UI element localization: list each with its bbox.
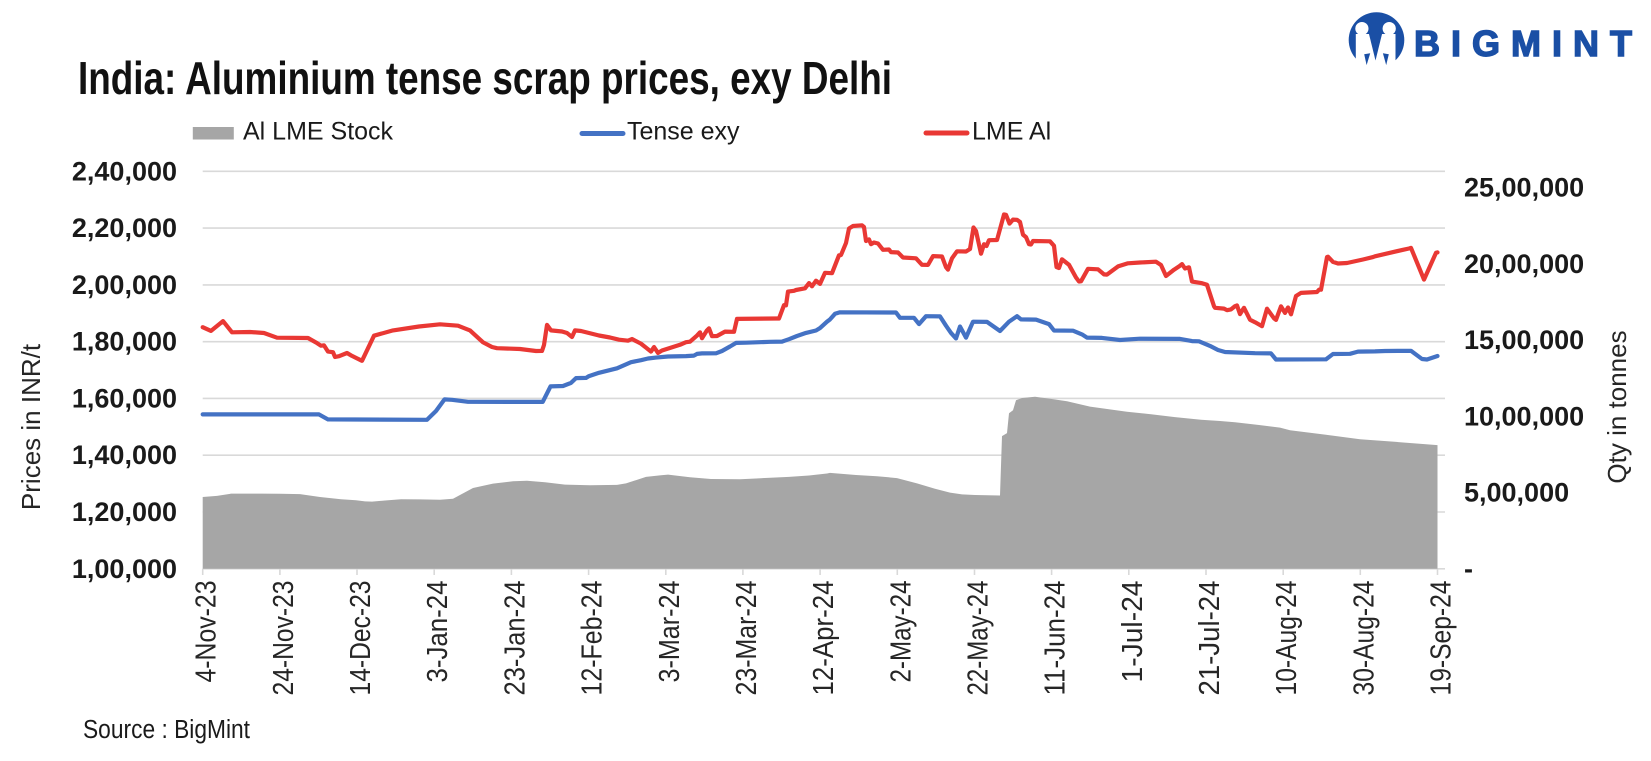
svg-text:2,20,000: 2,20,000 <box>72 213 177 243</box>
svg-text:1,80,000: 1,80,000 <box>72 327 177 357</box>
svg-text:23-Jan-24: 23-Jan-24 <box>499 580 531 695</box>
svg-text:3-Jan-24: 3-Jan-24 <box>422 580 454 682</box>
svg-text:LME Al: LME Al <box>972 118 1051 146</box>
svg-text:5,00,000: 5,00,000 <box>1464 478 1569 508</box>
svg-text:-: - <box>1464 554 1473 584</box>
svg-text:Tense exy: Tense exy <box>627 118 740 146</box>
svg-text:21-Jul-24: 21-Jul-24 <box>1194 580 1226 695</box>
svg-text:24-Nov-23: 24-Nov-23 <box>268 581 300 696</box>
svg-text:23-Mar-24: 23-Mar-24 <box>731 580 763 695</box>
svg-text:Source : BigMint: Source : BigMint <box>83 716 250 744</box>
svg-text:Qty in tonnes: Qty in tonnes <box>1602 330 1632 483</box>
svg-text:1,00,000: 1,00,000 <box>72 554 177 584</box>
svg-text:4-Nov-23: 4-Nov-23 <box>191 581 223 683</box>
svg-text:10-Aug-24: 10-Aug-24 <box>1271 580 1303 695</box>
svg-text:10,00,000: 10,00,000 <box>1464 401 1584 431</box>
svg-text:15,00,000: 15,00,000 <box>1464 325 1584 355</box>
svg-text:BIGMINT: BIGMINT <box>1414 23 1643 64</box>
svg-text:20,00,000: 20,00,000 <box>1464 249 1584 279</box>
svg-text:3-Mar-24: 3-Mar-24 <box>654 580 686 682</box>
svg-text:Prices in INR/t: Prices in INR/t <box>16 343 46 510</box>
svg-text:22-May-24: 22-May-24 <box>963 580 995 695</box>
svg-text:1-Jul-24: 1-Jul-24 <box>1117 580 1149 682</box>
svg-text:14-Dec-23: 14-Dec-23 <box>345 581 377 696</box>
svg-text:12-Apr-24: 12-Apr-24 <box>808 580 840 695</box>
svg-text:25,00,000: 25,00,000 <box>1464 173 1584 203</box>
svg-text:30-Aug-24: 30-Aug-24 <box>1348 580 1380 695</box>
svg-text:Al LME Stock: Al LME Stock <box>243 118 394 146</box>
svg-text:11-Jun-24: 11-Jun-24 <box>1040 580 1072 695</box>
svg-text:1,60,000: 1,60,000 <box>72 383 177 413</box>
svg-text:2,00,000: 2,00,000 <box>72 270 177 300</box>
svg-text:12-Feb-24: 12-Feb-24 <box>577 580 609 695</box>
svg-text:2,40,000: 2,40,000 <box>72 156 177 186</box>
svg-text:19-Sep-24: 19-Sep-24 <box>1426 580 1458 695</box>
svg-text:1,20,000: 1,20,000 <box>72 497 177 527</box>
svg-text:2-May-24: 2-May-24 <box>885 580 917 682</box>
svg-text:India: Aluminium tense scrap p: India: Aluminium tense scrap prices, exy… <box>78 52 892 104</box>
svg-text:1,40,000: 1,40,000 <box>72 440 177 470</box>
